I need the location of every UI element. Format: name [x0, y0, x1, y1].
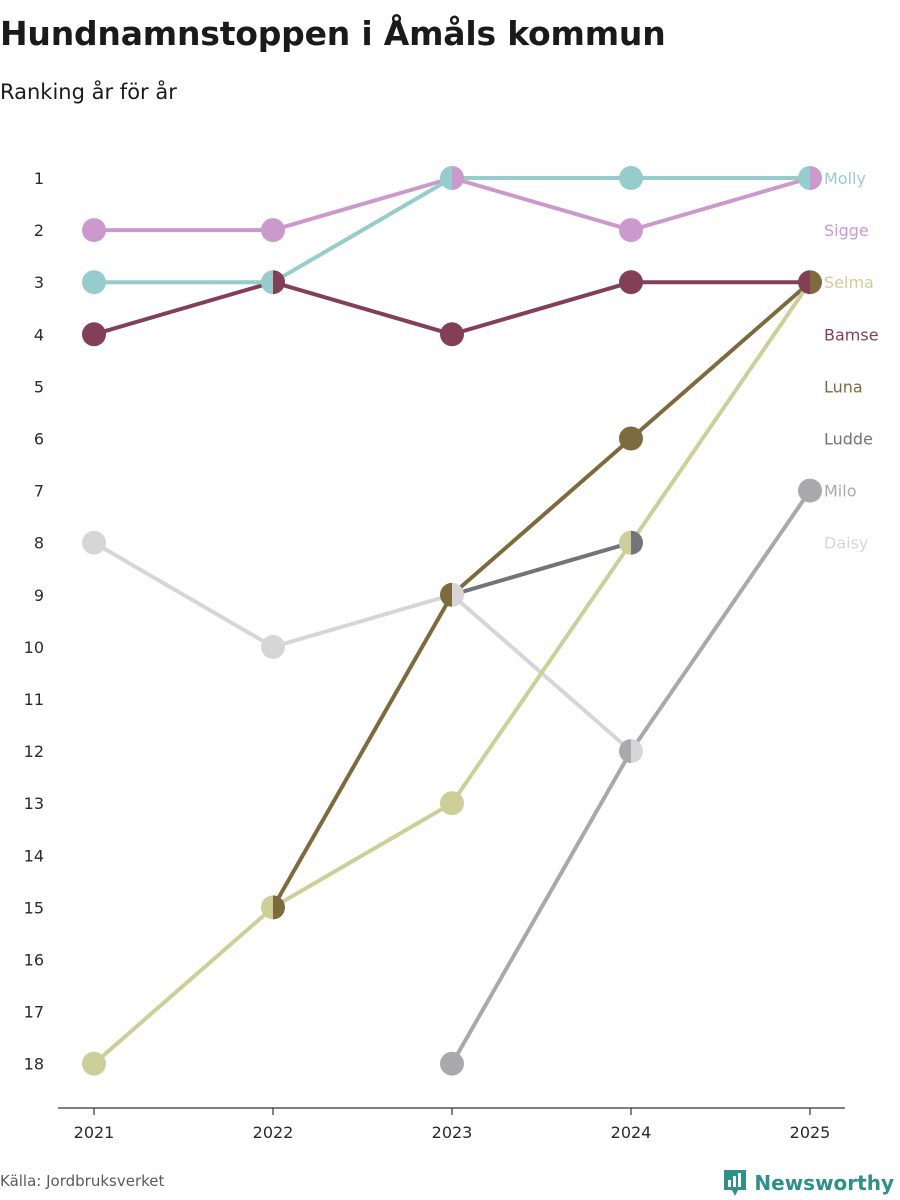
series-line-ludde: [450, 540, 633, 597]
y-tick-label: 1: [34, 169, 44, 188]
y-tick-label: 12: [24, 742, 44, 761]
point-half-right: [631, 739, 643, 764]
x-tick-label: 2024: [611, 1123, 652, 1142]
data-point-molly: [82, 270, 106, 295]
point-half-left: [798, 166, 810, 190]
point-half-left: [440, 582, 452, 607]
data-point-bamse: [619, 270, 643, 295]
data-point-daisy: [82, 530, 106, 555]
point-half-left: [261, 270, 273, 295]
data-point-luna: [619, 426, 643, 451]
y-tick-label: 16: [24, 951, 44, 970]
x-tick-label: 2025: [790, 1123, 831, 1142]
y-tick-label: 15: [24, 898, 44, 917]
y-tick-label: 13: [24, 794, 44, 813]
end-label-ludde: Ludde: [824, 430, 873, 449]
y-tick-label: 6: [34, 430, 44, 449]
series-line-luna: [271, 280, 812, 910]
chart-title: Hundnamnstoppen i Åmåls kommun: [0, 14, 666, 53]
newsworthy-icon: [724, 1170, 747, 1196]
end-label-luna: Luna: [824, 377, 863, 396]
y-tick-label: 7: [34, 482, 44, 501]
point-half-left: [619, 530, 631, 555]
chart-subtitle: Ranking år för år: [0, 80, 177, 104]
series-lines: [92, 176, 812, 1066]
data-point-daisy-ludde-luna: [440, 582, 464, 607]
point-half-right: [273, 895, 285, 920]
point-half-left: [798, 270, 810, 295]
point-half-right: [810, 166, 822, 190]
series-points: [82, 166, 822, 1076]
data-point-bamse-molly: [261, 270, 285, 295]
source-note: Källa: Jordbruksverket: [0, 1172, 165, 1190]
point-half-left: [261, 895, 273, 920]
brand-name: Newsworthy: [754, 1171, 894, 1195]
x-tick-label: 2023: [432, 1123, 473, 1142]
data-point-luna-selma-bamse: [798, 270, 822, 295]
data-point-ludde-selma: [619, 530, 643, 555]
point-half-right: [452, 582, 464, 607]
data-point-daisy-milo: [619, 739, 643, 764]
y-tick-label: 3: [34, 273, 44, 292]
y-tick-label: 9: [34, 586, 44, 605]
point-half-right: [452, 166, 464, 190]
series-end-labels: Molly Sigge Selma Bamse Luna Ludde Milo Daisy: [824, 169, 879, 553]
y-tick-label: 8: [34, 534, 44, 553]
point-half-left: [440, 166, 452, 190]
x-axis-ticks: 2021 2022 2023 2024 2025: [74, 1108, 831, 1142]
data-point-selma: [82, 1051, 106, 1076]
end-label-bamse: Bamse: [824, 325, 879, 344]
data-point-sigge-molly: [440, 166, 464, 190]
data-point-luna-selma: [261, 895, 285, 920]
y-tick-label: 4: [34, 325, 44, 344]
end-label-milo: Milo: [824, 482, 856, 501]
x-tick-label: 2022: [253, 1123, 294, 1142]
y-tick-label: 2: [34, 221, 44, 240]
y-tick-label: 10: [24, 638, 44, 657]
y-tick-label: 14: [24, 846, 44, 865]
y-tick-label: 17: [24, 1003, 44, 1022]
y-tick-label: 11: [24, 690, 44, 709]
end-label-daisy: Daisy: [824, 534, 868, 553]
data-point-bamse: [82, 322, 106, 347]
data-point-bamse: [440, 322, 464, 347]
data-point-milo: [440, 1051, 464, 1076]
brand-logo: Newsworthy: [722, 1168, 894, 1198]
data-point-molly: [619, 166, 643, 190]
data-point-sigge: [619, 218, 643, 243]
data-point-sigge-molly: [798, 166, 822, 190]
end-label-sigge: Sigge: [824, 221, 869, 240]
data-point-daisy: [261, 634, 285, 659]
series-line-selma: [92, 280, 812, 1066]
data-point-sigge: [82, 218, 106, 243]
data-point-milo: [798, 478, 822, 503]
point-half-right: [273, 270, 285, 295]
y-tick-label: 5: [34, 377, 44, 396]
point-half-left: [619, 739, 631, 764]
x-tick-label: 2021: [74, 1123, 115, 1142]
end-label-selma: Selma: [824, 273, 874, 292]
y-tick-label: 18: [24, 1055, 44, 1074]
data-point-sigge: [261, 218, 285, 243]
point-half-right: [631, 530, 643, 555]
series-line-daisy: [92, 540, 633, 754]
end-label-molly: Molly: [824, 169, 866, 188]
series-line-milo: [450, 488, 812, 1066]
point-half-right: [810, 270, 822, 295]
data-point-selma: [440, 791, 464, 816]
